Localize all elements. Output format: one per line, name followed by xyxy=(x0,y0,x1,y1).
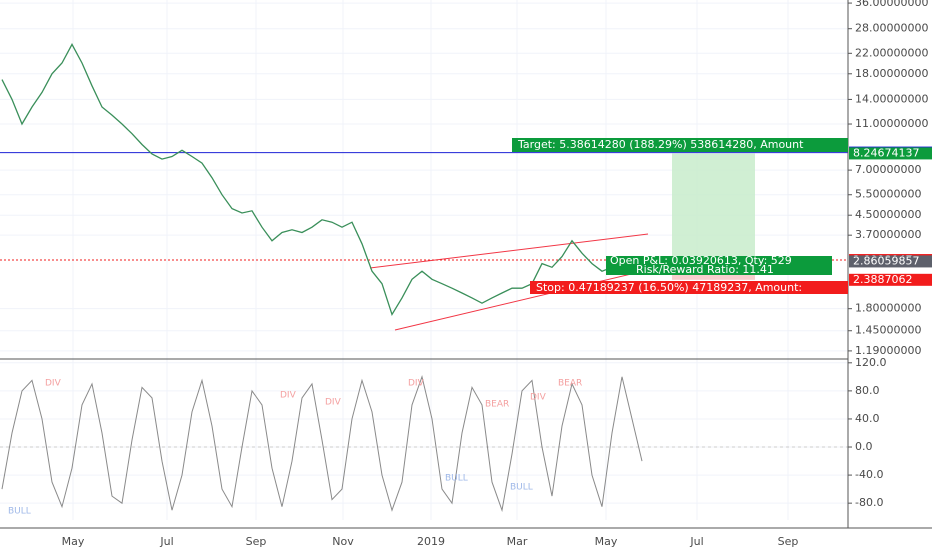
y-tick-label: 28.00000000 xyxy=(855,22,928,35)
price-badge xyxy=(849,255,932,268)
y-tick-label: -40.0 xyxy=(855,468,883,481)
y-tick-label: 14.00000000 xyxy=(855,92,928,105)
x-tick-label: Nov xyxy=(332,535,354,548)
channel-bottom xyxy=(394,269,649,331)
signal-label: DIV xyxy=(325,398,342,408)
channel-top xyxy=(369,233,649,269)
x-tick-label: Sep xyxy=(778,535,799,548)
y-tick-label: 40.0 xyxy=(855,412,880,425)
y-tick-label: 1.80000000 xyxy=(855,302,921,315)
price-badge-label: 2.86059857 xyxy=(853,254,919,267)
x-tick-label: May xyxy=(595,535,618,548)
x-tick-label: Sep xyxy=(246,535,267,548)
stop-box xyxy=(530,281,848,294)
oscillator-line xyxy=(1,375,643,513)
x-tick-label: Jul xyxy=(689,535,703,548)
pnl-box xyxy=(606,256,832,275)
signal-label: BEAR xyxy=(485,400,509,410)
stop-label: Stop: 0.47189237 (16.50%) 47189237, Amou… xyxy=(536,281,802,294)
price-badge-label: 8.24674137 xyxy=(853,146,919,159)
annotations: Target: 5.38614280 (188.29%) 538614280, … xyxy=(512,138,848,294)
price-badge-label: 2.3887062 xyxy=(853,273,913,286)
x-tick-label: Jul xyxy=(159,535,173,548)
y-tick-label: -80.0 xyxy=(855,496,883,509)
target-label: Target: 5.38614280 (188.29%) 538614280, … xyxy=(517,138,804,151)
y-tick-label: 36.00000000 xyxy=(855,0,928,9)
signal-label: BULL xyxy=(8,507,31,517)
y-tick-label: 3.70000000 xyxy=(855,228,921,241)
y-tick-label: 22.00000000 xyxy=(855,46,928,59)
x-tick-label: 2019 xyxy=(417,535,445,548)
x-tick-label: Mar xyxy=(507,535,528,548)
signal-label: DIV xyxy=(280,391,297,401)
y-tick-label: 80.0 xyxy=(855,384,880,397)
target-box xyxy=(512,138,848,152)
signal-label: BULL xyxy=(510,483,533,493)
target-zone xyxy=(672,153,755,262)
open-pnl-label: Open P&L: 0.03920613, Qty: 529 xyxy=(610,254,792,267)
price-badge xyxy=(849,273,932,286)
signal-label: BEAR xyxy=(558,379,582,389)
y-tick-label: 0.0 xyxy=(855,440,873,453)
signal-label: DIV xyxy=(530,393,547,403)
y-tick-label: 4.50000000 xyxy=(855,208,921,221)
price-badge xyxy=(849,147,932,160)
y-tick-label: 18.00000000 xyxy=(855,67,928,80)
price-line xyxy=(1,43,643,317)
y-tick-label: 7.00000000 xyxy=(855,163,921,176)
y-tick-label: 120.0 xyxy=(855,356,887,369)
signal-label: DIV xyxy=(408,379,425,389)
risk-reward-label: Risk/Reward Ratio: 11.41 xyxy=(636,263,774,276)
x-tick-label: May xyxy=(62,535,85,548)
y-tick-label: 1.45000000 xyxy=(855,324,921,337)
y-tick-label: 11.00000000 xyxy=(855,117,928,130)
y-tick-label: 5.50000000 xyxy=(855,188,921,201)
signal-label: BULL xyxy=(445,474,468,484)
y-tick-label: 1.19000000 xyxy=(855,344,921,357)
signal-label: DIV xyxy=(45,379,62,389)
